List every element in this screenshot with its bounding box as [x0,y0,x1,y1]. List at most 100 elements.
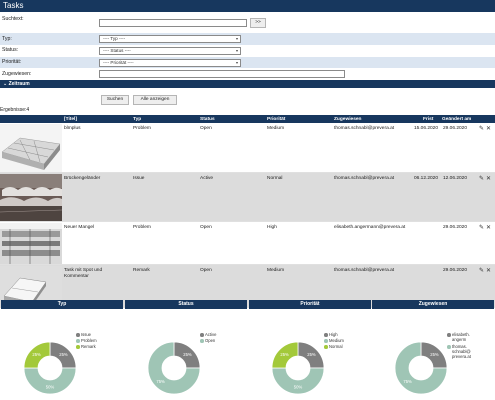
grid-header: [Titel] Typ Status Priorität Zugewiesen … [0,115,495,123]
cell-geaendert: 29.06.2020 [443,126,468,131]
slice-percent-label: 25% [59,352,68,357]
chevron-down-icon: ▾ [235,59,238,65]
col-titel[interactable]: [Titel] [64,116,77,122]
edit-icon[interactable]: ✎ [478,126,484,132]
cell-titel[interactable]: blmplus [64,126,81,131]
legend-swatch [324,333,328,337]
status-select[interactable]: ---- Status ---- ▾ [99,46,241,55]
pie-slice[interactable] [23,341,51,369]
status-label: Status: [2,47,19,54]
prioritaet-select[interactable]: ---- Priorität ---- ▾ [99,58,241,67]
suchtext-label: Suchtext: [2,16,24,22]
legend-entry[interactable]: High [324,332,344,338]
col-geaendert[interactable]: Geändert am [442,116,472,122]
search-go-button[interactable]: >> [250,18,266,28]
zugewiesen-input[interactable] [99,70,345,79]
delete-icon[interactable]: ✕ [485,225,491,231]
legend-label: Medium [329,338,344,343]
donut-chart: 25% 50% 25% [23,341,77,395]
alle-anzeigen-button[interactable]: Alle anzeigen [133,95,177,105]
pie-slice[interactable] [23,367,77,395]
typ-row: Typ: ---- Typ ---- ▾ [0,33,495,45]
legend-entry[interactable]: Open [200,338,216,344]
legend-label: Active [205,332,217,337]
pie-slice[interactable] [394,341,448,395]
legend-entry[interactable]: Remark [76,344,97,350]
status-select-value: ---- Status ---- [103,47,131,53]
delete-icon[interactable]: ✕ [485,176,491,182]
cell-geaendert: 29.06.2020 [443,268,468,273]
zugewiesen-label: Zugewiesen: [2,70,32,77]
typ-select-value: ---- Typ ---- [103,36,126,41]
cell-frist: 06.12.2020 [414,176,439,181]
task-grid: [Titel] Typ Status Priorität Zugewiesen … [0,115,495,308]
chart-legend: Active Open [200,332,216,344]
legend-swatch [324,339,328,343]
table-row[interactable]: Brückengeländer Issue Active Normal thom… [0,173,495,222]
edit-icon[interactable]: ✎ [478,268,484,274]
chevron-down-icon: ▾ [235,36,238,41]
chart-legend: elisabeth. angerm thomas. schnabl@ prever… [447,332,471,361]
cell-prioritaet: Medium [267,126,285,131]
slice-percent-label: 75% [156,379,165,384]
edit-icon[interactable]: ✎ [478,176,484,182]
status-row: Status: ---- Status ---- ▾ [0,45,495,57]
cell-typ: Remark [133,268,150,273]
slice-percent-label: 25% [183,352,192,357]
delete-icon[interactable]: ✕ [485,126,491,132]
search-form: Suchtext: >> Typ: ---- Typ ---- ▾ Status… [0,13,495,80]
suchen-button[interactable]: Suchen [101,95,129,105]
cell-frist: 15.06.2020 [414,126,439,131]
legend-entry[interactable]: Issue [76,332,97,338]
legend-entry[interactable]: Active [200,332,216,338]
pie-slice[interactable] [271,367,325,395]
table-row[interactable]: blmplus Problem Open Medium thomas.schna… [0,123,495,173]
edit-icon[interactable]: ✎ [478,225,484,231]
pie-slice[interactable] [271,341,299,369]
cell-status: Open [200,268,212,273]
col-zugewiesen[interactable]: Zugewiesen [334,116,362,122]
zugewiesen-row: Zugewiesen: [0,68,495,80]
col-prioritaet[interactable]: Priorität [267,116,286,122]
prioritaet-row: Priorität: ---- Priorität ---- ▾ [0,56,495,69]
legend-entry[interactable]: Medium [324,338,344,344]
cell-status: Open [200,225,212,230]
col-typ[interactable]: Typ [133,116,142,122]
legend-swatch [447,345,451,349]
slice-percent-label: 25% [32,352,41,357]
legend-entry[interactable]: Problem [76,338,97,344]
cell-typ: Issue [133,176,145,181]
legend-label: elisabeth. angerm [452,332,470,342]
cell-titel[interactable]: Task mit Spot und Kommentar [64,268,103,279]
prioritaet-select-value: ---- Priorität ---- [103,59,134,65]
legend-label: Problem [81,338,97,343]
typ-label: Typ: [2,35,12,42]
suchtext-input[interactable] [99,19,247,27]
table-row[interactable]: Neuer Mangel Problem Open High elisabeth… [0,222,495,265]
cell-zugewiesen: thomas.schnabl@prevera.at [334,268,395,273]
cell-typ: Problem [133,126,151,131]
donut-chart: 25% 75% [394,341,448,395]
col-status[interactable]: Status [200,116,215,122]
chart-legend: High Medium Normal [324,332,344,350]
zeitraum-toggle[interactable]: ⌄ Zeitraum [0,80,495,88]
delete-icon[interactable]: ✕ [485,268,491,274]
col-frist[interactable]: Frist [423,116,434,122]
legend-label: Remark [81,344,96,349]
cell-titel[interactable]: Neuer Mangel [64,225,95,230]
legend-entry[interactable]: thomas. schnabl@ prevera.at [447,344,471,359]
task-thumbnail [0,223,62,264]
legend-swatch [200,339,204,343]
donut-chart: 25% 75% [147,341,201,395]
slice-percent-label: 50% [46,385,55,390]
summary-charts: Typ 25% 50% 25% Issue Problem Remark Status 25% 7… [0,300,495,400]
chart-title: Priorität [249,300,371,309]
pie-slice[interactable] [147,341,201,395]
typ-select[interactable]: ---- Typ ---- ▾ [99,35,241,43]
prioritaet-label: Priorität: [2,59,22,66]
slice-percent-label: 25% [280,352,289,357]
cell-titel[interactable]: Brückengeländer [64,176,101,181]
cell-zugewiesen: elisabeth.angermann@prevera.at [334,225,406,230]
legend-entry[interactable]: elisabeth. angerm [447,332,471,342]
legend-entry[interactable]: Normal [324,344,344,350]
